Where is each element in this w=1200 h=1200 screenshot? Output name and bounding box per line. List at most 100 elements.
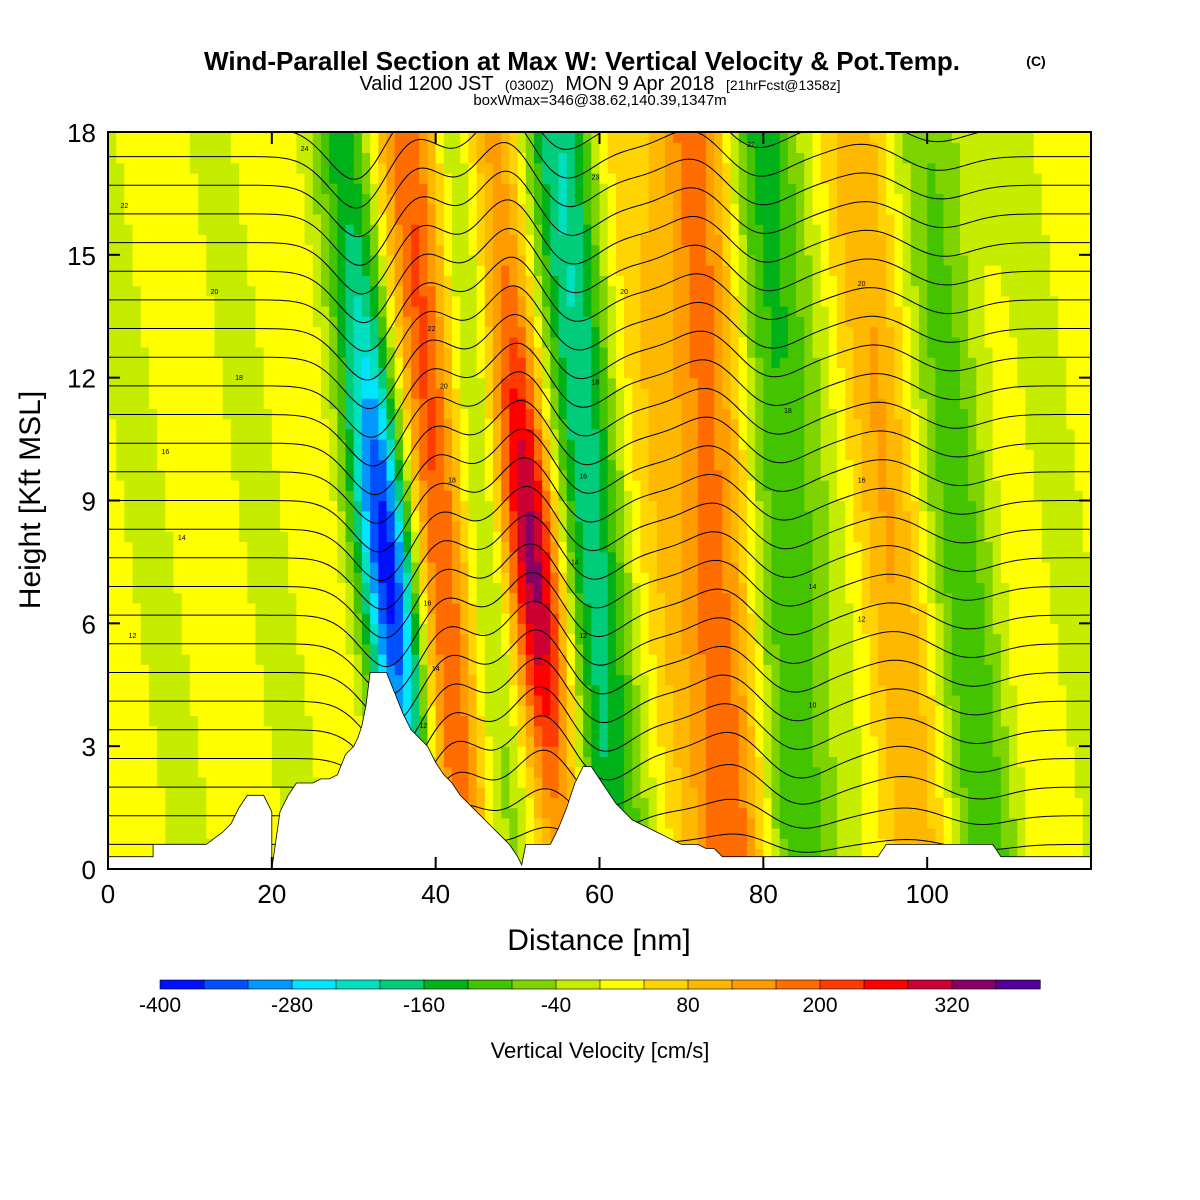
velocity-cell	[173, 613, 183, 624]
velocity-cell	[525, 490, 535, 502]
velocity-cell	[148, 633, 158, 645]
velocity-cell	[632, 572, 642, 583]
velocity-cell	[533, 244, 543, 256]
velocity-cell	[173, 418, 183, 430]
velocity-cell	[345, 295, 355, 307]
velocity-cell	[452, 346, 461, 358]
velocity-cell	[574, 715, 584, 727]
velocity-cell	[329, 357, 338, 369]
velocity-cell	[411, 705, 420, 717]
velocity-cell	[230, 756, 240, 768]
velocity-cell	[550, 367, 560, 379]
velocity-cell	[320, 664, 330, 676]
velocity-cell	[304, 561, 314, 573]
velocity-cell	[214, 193, 224, 205]
velocity-cell	[148, 387, 158, 399]
velocity-cell	[206, 172, 216, 184]
velocity-cell	[108, 766, 117, 778]
velocity-cell	[189, 531, 199, 543]
velocity-cell	[525, 285, 535, 297]
velocity-cell	[214, 490, 224, 502]
velocity-cell	[329, 572, 338, 583]
velocity-cell	[665, 787, 674, 798]
velocity-cell	[517, 838, 527, 850]
velocity-cell	[632, 265, 642, 276]
velocity-cell	[206, 142, 216, 154]
velocity-cell	[378, 306, 388, 317]
velocity-cell	[353, 561, 363, 573]
velocity-cell	[484, 346, 494, 358]
velocity-cell	[214, 674, 224, 686]
velocity-cell	[525, 203, 535, 215]
velocity-cell	[312, 694, 322, 706]
velocity-cell	[116, 776, 125, 788]
velocity-cell	[533, 817, 543, 829]
velocity-cell	[230, 357, 240, 369]
velocity-cell	[607, 500, 617, 512]
velocity-cell	[550, 418, 560, 430]
velocity-cell	[460, 561, 470, 573]
velocity-cell	[484, 776, 494, 788]
velocity-cell	[558, 244, 568, 256]
velocity-cell	[312, 705, 322, 717]
velocity-cell	[230, 387, 240, 399]
velocity-cell	[296, 449, 306, 461]
velocity-cell	[435, 705, 445, 717]
velocity-cell	[345, 142, 355, 154]
velocity-cell	[304, 674, 314, 686]
velocity-cell	[517, 561, 527, 573]
velocity-cell	[189, 132, 199, 143]
velocity-cell	[542, 613, 551, 624]
velocity-cell	[108, 203, 117, 215]
velocity-cell	[533, 746, 543, 758]
velocity-cell	[189, 592, 199, 604]
velocity-cell	[288, 684, 298, 696]
velocity-cell	[353, 551, 363, 563]
velocity-cell	[288, 213, 298, 225]
velocity-cell	[533, 254, 543, 266]
velocity-cell	[550, 674, 560, 686]
velocity-cell	[665, 797, 674, 809]
velocity-cell	[468, 357, 478, 369]
velocity-cell	[501, 643, 510, 655]
velocity-cell	[353, 367, 363, 379]
velocity-cell	[583, 244, 592, 256]
velocity-cell	[566, 193, 576, 205]
velocity-cell	[525, 735, 535, 747]
velocity-cell	[255, 459, 265, 471]
velocity-cell	[198, 367, 207, 379]
velocity-cell	[165, 326, 175, 338]
velocity-cell	[140, 684, 150, 696]
velocity-cell	[132, 203, 142, 215]
velocity-cell	[591, 551, 601, 563]
velocity-cell	[632, 295, 642, 307]
velocity-cell	[484, 746, 494, 758]
velocity-cell	[583, 643, 592, 655]
velocity-cell	[493, 797, 502, 809]
velocity-cell	[517, 326, 527, 338]
velocity-cell	[206, 193, 216, 205]
velocity-cell	[509, 776, 519, 788]
velocity-cell	[525, 807, 535, 819]
velocity-cell	[550, 480, 560, 491]
velocity-cell	[181, 428, 191, 440]
velocity-cell	[329, 336, 338, 348]
velocity-cell	[345, 254, 355, 266]
velocity-cell	[157, 807, 166, 819]
velocity-cell	[206, 224, 216, 235]
velocity-cell	[124, 346, 134, 358]
velocity-cell	[198, 142, 207, 154]
velocity-cell	[173, 428, 183, 440]
velocity-cell	[108, 561, 117, 573]
velocity-cell	[108, 520, 117, 532]
velocity-cell	[116, 152, 125, 164]
velocity-cell	[165, 623, 175, 635]
velocity-cell	[124, 398, 134, 409]
velocity-cell	[222, 572, 232, 583]
velocity-cell	[533, 500, 543, 512]
velocity-cell	[173, 541, 183, 553]
velocity-cell	[173, 797, 183, 809]
velocity-cell	[378, 582, 388, 594]
velocity-cell	[198, 326, 207, 338]
velocity-cell	[148, 459, 158, 471]
